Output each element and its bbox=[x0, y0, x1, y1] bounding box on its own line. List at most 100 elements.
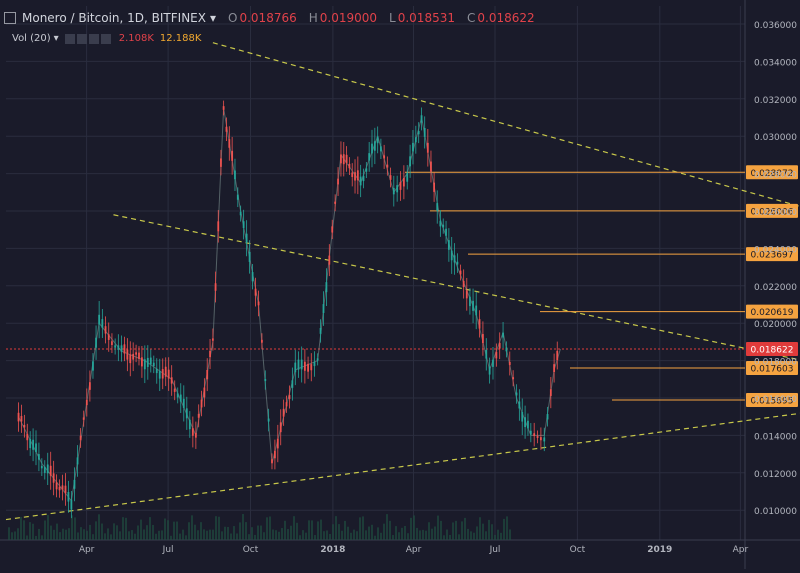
collapse-icon[interactable] bbox=[4, 12, 16, 24]
volume-bar bbox=[383, 524, 385, 540]
candle-body bbox=[83, 417, 85, 419]
volume-bar bbox=[56, 524, 58, 540]
volume-bar bbox=[266, 517, 268, 540]
candle-body bbox=[396, 185, 398, 192]
candle-body bbox=[374, 141, 376, 150]
volume-bar bbox=[341, 531, 343, 540]
volume-bar bbox=[17, 528, 19, 540]
candle-body bbox=[521, 412, 523, 422]
candle-body bbox=[368, 153, 370, 160]
candle-body bbox=[226, 127, 228, 132]
volume-bar bbox=[476, 526, 478, 540]
volume-bar bbox=[62, 529, 64, 540]
volume-label[interactable]: Vol (20) bbox=[12, 33, 51, 44]
candle-body bbox=[231, 151, 233, 161]
volume-bars bbox=[8, 514, 511, 540]
gear-icon[interactable] bbox=[77, 34, 87, 44]
candle-body bbox=[252, 272, 254, 281]
candle-body bbox=[70, 500, 72, 510]
volume-bar bbox=[110, 534, 112, 540]
level-label: 0.020619 bbox=[751, 308, 794, 318]
volume-bar bbox=[74, 517, 76, 540]
candle-body bbox=[472, 301, 474, 311]
volume-legend: Vol (20) ▾ 2.108K 12.188K bbox=[12, 33, 201, 44]
candle-body bbox=[495, 352, 497, 359]
volume-bar bbox=[128, 531, 130, 540]
volume-bar bbox=[497, 530, 499, 540]
volume-bar bbox=[35, 536, 37, 540]
candle-body bbox=[212, 338, 214, 340]
candle-body bbox=[349, 164, 351, 168]
volume-bar bbox=[182, 530, 184, 540]
candle-body bbox=[203, 388, 205, 398]
candle-body bbox=[156, 369, 158, 373]
volume-bar bbox=[86, 531, 88, 540]
close-value: 0.018622 bbox=[477, 11, 534, 25]
volume-bar bbox=[191, 515, 193, 540]
candle-body bbox=[65, 486, 67, 494]
candle-body bbox=[234, 171, 236, 180]
y-tick-label: 0.024000 bbox=[754, 245, 797, 255]
candle-body bbox=[129, 354, 131, 363]
settings-icon[interactable] bbox=[89, 34, 99, 44]
volume-bar bbox=[200, 522, 202, 540]
eye-icon[interactable] bbox=[65, 34, 75, 44]
x-tick-label: Jul bbox=[162, 545, 174, 555]
candle-body bbox=[406, 173, 408, 182]
candle-body bbox=[485, 350, 487, 359]
candle-body bbox=[21, 416, 23, 422]
candle-body bbox=[174, 389, 176, 392]
volume-bar bbox=[422, 530, 424, 540]
volume-bar bbox=[323, 531, 325, 540]
candle-body bbox=[482, 334, 484, 343]
candle-body bbox=[489, 367, 491, 375]
x-tick-label: Oct bbox=[243, 545, 259, 555]
volume-bar bbox=[407, 533, 409, 540]
candle-body bbox=[454, 255, 456, 262]
volume-bar bbox=[368, 527, 370, 540]
chevron-down-icon[interactable]: ▾ bbox=[54, 33, 59, 44]
candle-body bbox=[403, 178, 405, 186]
candle-body bbox=[357, 170, 359, 180]
close-icon[interactable] bbox=[101, 34, 111, 44]
candle-body bbox=[393, 188, 395, 194]
candle-body bbox=[550, 389, 552, 396]
candle-body bbox=[153, 363, 155, 366]
candle-body bbox=[32, 440, 34, 450]
candle-body bbox=[62, 485, 64, 489]
volume-bar bbox=[89, 525, 91, 540]
y-tick-label: 0.032000 bbox=[754, 96, 797, 106]
candle-body bbox=[427, 143, 429, 153]
candle-body bbox=[138, 353, 140, 359]
volume-bar bbox=[221, 531, 223, 540]
candle-body bbox=[271, 459, 273, 463]
candle-body bbox=[108, 334, 110, 340]
candle-body bbox=[524, 417, 526, 427]
candle-body bbox=[195, 433, 197, 438]
y-tick-label: 0.010000 bbox=[754, 507, 797, 517]
chevron-down-icon[interactable]: ▾ bbox=[210, 11, 216, 25]
candle-body bbox=[41, 466, 43, 468]
candle-body bbox=[424, 128, 426, 137]
volume-bar bbox=[446, 530, 448, 540]
candle-body bbox=[346, 155, 348, 163]
candle-body bbox=[456, 262, 458, 265]
price-series bbox=[18, 101, 561, 519]
volume-bar bbox=[23, 520, 25, 540]
volume-bar bbox=[50, 526, 52, 540]
volume-bar bbox=[254, 535, 256, 540]
candle-body bbox=[124, 344, 126, 353]
volume-bar bbox=[167, 520, 169, 540]
candle-body bbox=[50, 466, 52, 476]
volume-bar bbox=[143, 530, 145, 540]
candle-body bbox=[442, 225, 444, 228]
volume-bar bbox=[203, 529, 205, 540]
volume-bar bbox=[146, 525, 148, 540]
candle-body bbox=[512, 377, 514, 379]
symbol-title[interactable]: Monero / Bitcoin, 1D, BITFINEX bbox=[22, 11, 206, 25]
candle-body bbox=[150, 358, 152, 365]
candle-body bbox=[180, 395, 182, 402]
volume-bar bbox=[467, 529, 469, 540]
